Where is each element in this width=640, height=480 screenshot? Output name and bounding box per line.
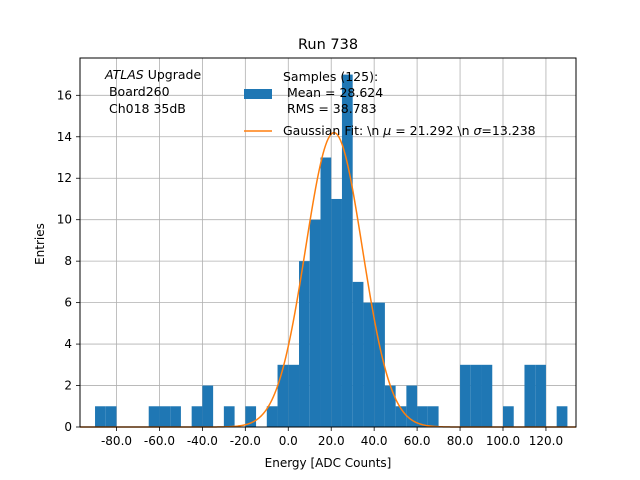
x-tick-label: 20.0 — [318, 434, 345, 448]
x-axis-ticks: -80.0 -60.0 -40.0 -20.0 0.0 20.0 40.0 60.0 80.0 1… — [101, 427, 563, 448]
legend-fit-prefix: Gaussian Fit: \n — [283, 123, 383, 138]
histogram-bar — [95, 406, 106, 427]
y-tick-label: 0 — [64, 420, 72, 434]
histogram-bar — [470, 364, 482, 427]
x-tick-label: 0.0 — [279, 434, 298, 448]
annotation-line-2: Board260 — [105, 84, 170, 99]
histogram-bar — [170, 406, 181, 427]
legend-histogram-line-3: RMS = 38.783 — [283, 101, 377, 116]
y-tick-label: 12 — [57, 171, 72, 185]
histogram-bar — [309, 219, 321, 427]
y-tick-label: 14 — [57, 130, 72, 144]
histogram-bars — [95, 74, 568, 428]
y-tick-label: 6 — [64, 296, 72, 310]
annotation-atlas: ATLAS — [104, 67, 144, 82]
histogram-bar — [384, 385, 396, 427]
histogram-bar — [148, 406, 160, 427]
legend-fit-mu: μ — [382, 123, 391, 138]
histogram-bar — [460, 364, 471, 427]
histogram-bar — [363, 302, 375, 427]
histogram-bar — [245, 406, 257, 427]
histogram-bar — [341, 74, 353, 428]
histogram-bar — [352, 281, 364, 427]
legend: Samples (125): Mean = 28.624 RMS = 38.78… — [244, 69, 536, 138]
histogram-bar — [374, 302, 385, 427]
histogram-bar — [105, 406, 117, 427]
legend-fit-sigma: σ — [473, 123, 482, 138]
x-tick-label: 120.0 — [529, 434, 563, 448]
legend-histogram-line-1: Samples (125): — [283, 69, 378, 84]
x-tick-label: -40.0 — [187, 434, 218, 448]
histogram-bar — [191, 406, 203, 427]
histogram-bar — [481, 364, 493, 427]
histogram-bar — [159, 406, 171, 427]
y-axis-label: Entries — [33, 223, 47, 265]
histogram-bar — [427, 406, 439, 427]
chart-title: Run 738 — [298, 37, 358, 53]
x-tick-label: 40.0 — [361, 434, 388, 448]
histogram-bar — [535, 364, 546, 427]
histogram-bar — [331, 198, 342, 427]
x-tick-label: 100.0 — [486, 434, 520, 448]
legend-histogram-swatch — [244, 89, 272, 99]
x-axis-label: Energy [ADC Counts] — [265, 456, 392, 470]
histogram-bar — [320, 157, 332, 427]
legend-fit-label: Gaussian Fit: \n μ = 21.292 \n σ=13.238 — [283, 123, 536, 138]
histogram-bar — [202, 385, 214, 427]
annotation-upgrade: Upgrade — [144, 67, 202, 82]
histogram-bar — [556, 406, 568, 427]
y-axis-ticks: 0 2 4 6 8 10 12 14 16 — [57, 88, 80, 434]
histogram-bar — [502, 406, 514, 427]
annotation-line-1: ATLAS Upgrade — [104, 67, 201, 82]
histogram-bar — [395, 406, 407, 427]
y-tick-label: 2 — [64, 379, 72, 393]
x-tick-label: 60.0 — [404, 434, 431, 448]
y-tick-label: 16 — [57, 88, 72, 102]
histogram-bar — [266, 406, 278, 427]
x-tick-label: -60.0 — [144, 434, 175, 448]
histogram-bar — [288, 364, 300, 427]
histogram-bar — [299, 261, 310, 427]
x-tick-label: 80.0 — [447, 434, 474, 448]
y-tick-label: 8 — [64, 254, 72, 268]
histogram-bar — [524, 364, 536, 427]
x-tick-label: -80.0 — [101, 434, 132, 448]
legend-fit-suffix: =13.238 — [481, 123, 535, 138]
annotation-line-3: Ch018 35dB — [105, 101, 186, 116]
histogram-bar — [277, 364, 289, 427]
histogram-bar — [406, 385, 418, 427]
atlas-annotation: ATLAS Upgrade Board260 Ch018 35dB — [104, 67, 201, 116]
histogram-bar — [417, 406, 428, 427]
histogram-bar — [223, 406, 235, 427]
legend-fit-mid: = 21.292 \n — [391, 123, 473, 138]
legend-histogram-line-2: Mean = 28.624 — [283, 85, 383, 100]
axes-frame — [79, 57, 577, 428]
x-tick-label: -20.0 — [230, 434, 261, 448]
y-tick-label: 4 — [64, 337, 72, 351]
y-tick-label: 10 — [57, 213, 72, 227]
